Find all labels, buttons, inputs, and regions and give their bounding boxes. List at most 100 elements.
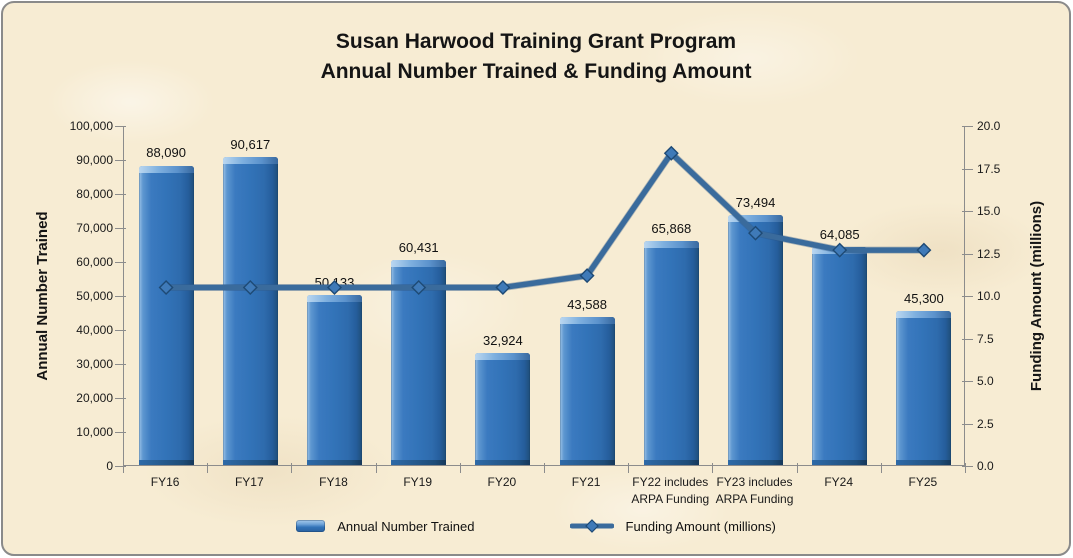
line-marker-diamond-icon bbox=[916, 242, 932, 258]
legend: Annual Number Trained Funding Amount (mi… bbox=[3, 518, 1069, 534]
left-axis-tick-label: 100,000 bbox=[69, 119, 113, 133]
x-axis-label-line: FY25 bbox=[908, 475, 938, 489]
x-axis-tick bbox=[796, 463, 798, 473]
legend-entry-bars: Annual Number Trained bbox=[296, 518, 475, 534]
x-axis-label-line: FY17 bbox=[234, 475, 264, 489]
x-axis-tick bbox=[880, 463, 882, 473]
left-axis-tick-label: 10,000 bbox=[76, 425, 113, 439]
right-axis-tick bbox=[962, 466, 973, 467]
x-axis-tick bbox=[965, 463, 966, 473]
bar-data-label: 88,090 bbox=[146, 145, 186, 161]
left-axis-tick bbox=[115, 466, 126, 467]
legend-bar-swatch-icon bbox=[296, 520, 326, 532]
right-axis-tick-label: 2.5 bbox=[977, 416, 994, 431]
right-axis-tick-label: 17.5 bbox=[977, 161, 1001, 176]
x-axis-label: FY21 bbox=[531, 474, 641, 491]
x-axis-label: FY17 bbox=[194, 474, 304, 491]
left-axis-tick bbox=[115, 194, 126, 195]
left-axis-tick-label: 50,000 bbox=[76, 289, 113, 303]
x-axis-label-line: ARPA Funding bbox=[631, 492, 710, 506]
bar-fy20 bbox=[475, 353, 531, 465]
x-axis-tick bbox=[291, 463, 293, 473]
right-axis-tick-label: 12.5 bbox=[977, 246, 1001, 261]
left-axis-tick-label: 20,000 bbox=[76, 391, 113, 405]
bar-data-label: 73,494 bbox=[735, 195, 776, 211]
left-axis-tick-label: 40,000 bbox=[76, 323, 113, 337]
right-axis-tick bbox=[962, 338, 973, 340]
line-marker-diamond-icon bbox=[158, 280, 174, 295]
x-axis-label-line: FY20 bbox=[487, 475, 517, 489]
right-axis-tick-label: 5.0 bbox=[977, 374, 994, 388]
chart-title-line1: Susan Harwood Training Grant Program bbox=[335, 30, 737, 53]
chart-title: Susan Harwood Training Grant Program Ann… bbox=[3, 27, 1069, 87]
x-axis-label-line: FY23 includes bbox=[716, 475, 793, 489]
line-marker-diamond-icon bbox=[748, 225, 763, 241]
left-axis-tick bbox=[115, 432, 126, 433]
x-axis-tick bbox=[544, 463, 545, 473]
x-axis-tick bbox=[123, 463, 124, 473]
right-axis-tick-label: 20.0 bbox=[977, 119, 1001, 133]
legend-entry-line: Funding Amount (millions) bbox=[569, 518, 776, 534]
legend-bar-label: Annual Number Trained bbox=[337, 518, 475, 534]
bar-fy18 bbox=[307, 294, 362, 466]
x-axis-label: FY20 bbox=[447, 474, 557, 491]
right-axis-tick bbox=[962, 211, 973, 212]
left-axis-tick bbox=[115, 364, 126, 365]
x-axis-label-line: FY24 bbox=[824, 475, 854, 489]
bar-data-label: 45,300 bbox=[904, 290, 944, 306]
x-axis-label-line: FY21 bbox=[571, 475, 601, 489]
left-axis-tick bbox=[115, 228, 126, 229]
legend-line-swatch-icon bbox=[569, 519, 614, 533]
bar-data-label: 43,588 bbox=[567, 296, 607, 312]
x-axis-label: FY24 bbox=[784, 474, 894, 491]
x-axis-label: FY19 bbox=[363, 474, 473, 491]
x-axis-label-line: FY19 bbox=[403, 475, 433, 489]
legend-line-label: Funding Amount (millions) bbox=[625, 518, 776, 534]
right-axis-tick-label: 0.0 bbox=[977, 459, 994, 473]
left-axis-tick bbox=[115, 296, 126, 297]
left-axis-tick-label: 0 bbox=[106, 459, 113, 473]
left-axis-tick-label: 70,000 bbox=[76, 221, 113, 235]
left-axis-tick bbox=[115, 398, 126, 399]
right-axis-tick bbox=[962, 168, 973, 170]
x-axis-tick bbox=[628, 463, 630, 473]
bar-fy21 bbox=[559, 316, 615, 466]
left-axis-tick bbox=[115, 330, 126, 331]
x-axis-label-line: ARPA Funding bbox=[715, 492, 794, 506]
left-axis-tick bbox=[115, 262, 126, 263]
x-axis-label-line: FY18 bbox=[319, 475, 348, 489]
right-axis-tick-label: 7.5 bbox=[977, 331, 994, 346]
funding-line-series bbox=[158, 145, 932, 295]
bar-fy22 bbox=[643, 241, 699, 465]
left-axis-tick-label: 90,000 bbox=[76, 153, 113, 167]
line-marker-diamond-icon bbox=[411, 280, 427, 295]
x-axis-label: FY25 bbox=[868, 474, 978, 491]
x-axis-tick bbox=[712, 463, 714, 473]
x-axis-label: FY23 includes ARPA Funding bbox=[700, 474, 810, 508]
right-axis-tick bbox=[962, 253, 973, 255]
x-axis-tick bbox=[207, 463, 209, 473]
x-axis-tick bbox=[459, 463, 461, 473]
left-axis-tick-label: 80,000 bbox=[76, 187, 113, 201]
x-axis-tick bbox=[375, 463, 377, 473]
x-axis-label-line: FY16 bbox=[150, 475, 180, 489]
x-axis-label: FY22 includes ARPA Funding bbox=[615, 474, 725, 508]
left-axis-tick-label: 60,000 bbox=[76, 255, 113, 269]
bar-data-label: 64,085 bbox=[819, 227, 860, 243]
bar-data-label: 32,924 bbox=[483, 333, 523, 349]
x-axis-label: FY18 bbox=[279, 474, 389, 491]
right-axis-tick-label: 15.0 bbox=[977, 204, 1001, 218]
right-axis-tick bbox=[962, 126, 973, 127]
left-axis-tick bbox=[115, 160, 126, 161]
right-axis-tick bbox=[962, 423, 973, 425]
bar-fy23 bbox=[728, 215, 783, 465]
right-axis-tick bbox=[962, 296, 973, 297]
x-axis-label-line: FY22 includes bbox=[632, 475, 709, 489]
right-axis-tick-label: 10.0 bbox=[977, 289, 1001, 303]
bar-data-label: 90,617 bbox=[230, 136, 271, 152]
right-axis-tick bbox=[962, 381, 973, 382]
bar-data-label: 60,431 bbox=[398, 239, 439, 255]
chart-title-line2: Annual Number Trained & Funding Amount bbox=[320, 60, 752, 83]
left-axis-tick bbox=[115, 126, 126, 127]
